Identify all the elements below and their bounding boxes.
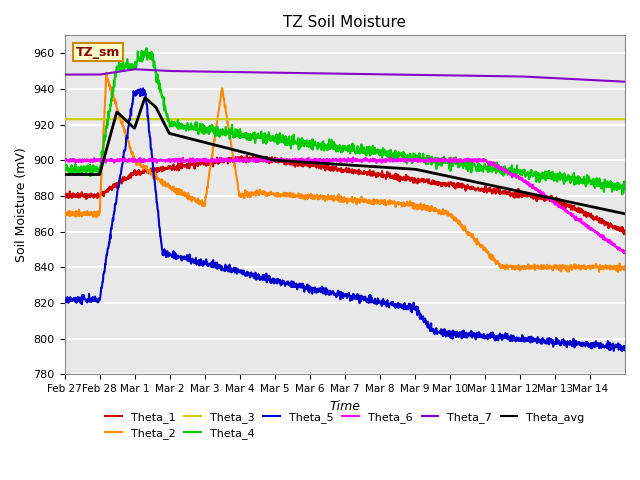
X-axis label: Time: Time (329, 400, 360, 413)
Legend: Theta_1, Theta_2, Theta_3, Theta_4, Theta_5, Theta_6, Theta_7, Theta_avg: Theta_1, Theta_2, Theta_3, Theta_4, Thet… (100, 407, 589, 444)
Text: TZ_sm: TZ_sm (76, 46, 120, 59)
Y-axis label: Soil Moisture (mV): Soil Moisture (mV) (15, 147, 28, 262)
Title: TZ Soil Moisture: TZ Soil Moisture (284, 15, 406, 30)
